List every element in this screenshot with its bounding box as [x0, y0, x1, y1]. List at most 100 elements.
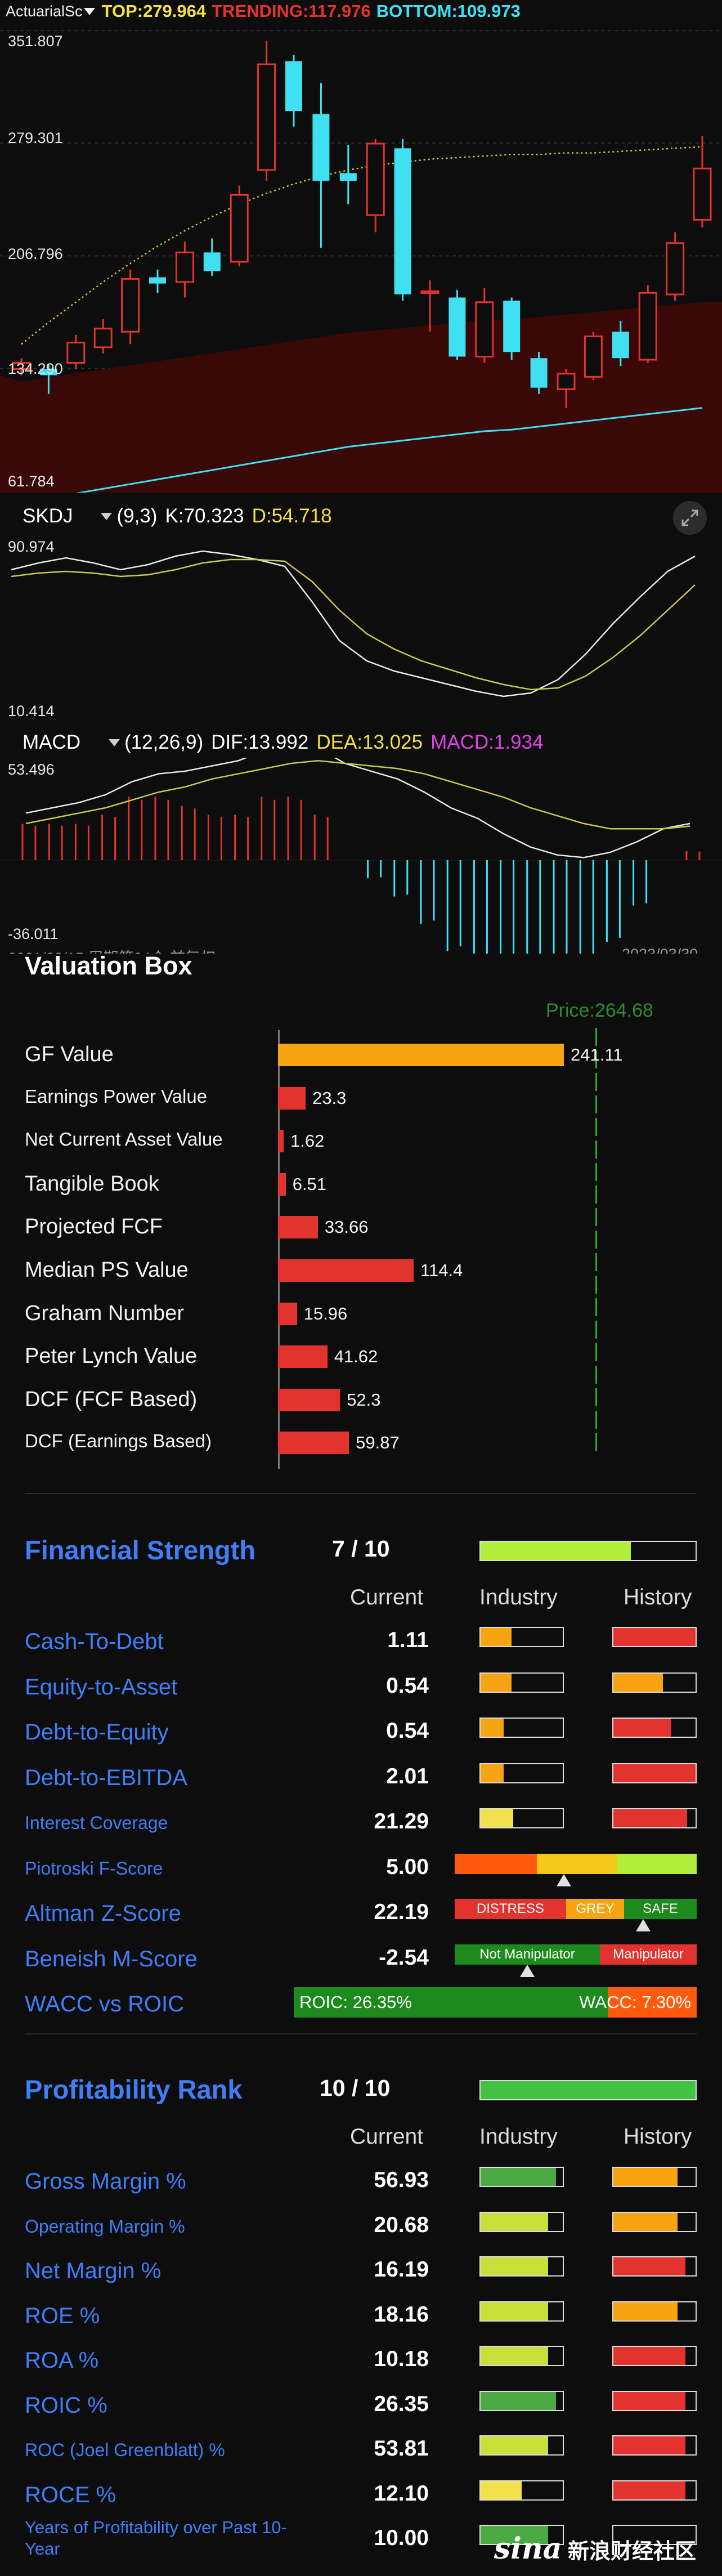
- valuation-box-title: Valuation Box: [25, 951, 192, 980]
- metric-name[interactable]: Piotroski F-Score: [25, 1858, 163, 1879]
- skdj-chart-canvas[interactable]: [0, 533, 722, 724]
- macd-date-right: 2023/03/30: [622, 946, 698, 954]
- industry-bar-fill: [481, 2391, 557, 2410]
- metric-name[interactable]: Operating Margin %: [25, 2216, 185, 2237]
- metric-name[interactable]: Beneish M-Score: [25, 1946, 198, 1971]
- candle-down: [612, 332, 629, 359]
- macd-value: MACD:1.934: [430, 731, 544, 753]
- valuation-value: 6.51: [292, 1174, 327, 1194]
- valuation-bar: [278, 1130, 284, 1153]
- metric-name[interactable]: ROE %: [25, 2303, 100, 2328]
- trending-label: TRENDING:117.976: [212, 1, 371, 21]
- macd-dif-line: [25, 758, 690, 858]
- metric-name[interactable]: Interest Coverage: [25, 1813, 168, 1833]
- skdj-chart[interactable]: 90.974 10.414: [0, 533, 722, 724]
- valuation-value: 241.11: [571, 1045, 623, 1065]
- metric-row[interactable]: Debt-to-Equity 0.54: [0, 1710, 722, 1755]
- metric-name[interactable]: ROCE %: [25, 2482, 116, 2507]
- metric-name[interactable]: ROIC %: [25, 2392, 107, 2418]
- profitability-rank-title[interactable]: Profitability Rank: [25, 2074, 243, 2104]
- candle-up: [121, 278, 140, 333]
- expand-chart-button[interactable]: [673, 501, 707, 535]
- financial-strength-title[interactable]: Financial Strength: [25, 1535, 255, 1565]
- metric-row[interactable]: ROA % 10.18: [0, 2338, 722, 2383]
- metric-name[interactable]: Cash-To-Debt: [25, 1629, 164, 1654]
- industry-bar-fill: [481, 2257, 548, 2275]
- history-bar-fill: [613, 1809, 688, 1827]
- metric-row[interactable]: Debt-to-EBITDA 2.01: [0, 1755, 722, 1800]
- metric-row[interactable]: Net Margin % 16.19: [0, 2248, 722, 2293]
- metric-row[interactable]: Gross Margin % 56.93: [0, 2159, 722, 2204]
- candle-up: [66, 342, 86, 364]
- valuation-bar: [278, 1173, 286, 1196]
- industry-bar: [479, 1627, 564, 1647]
- candle-down: [285, 61, 302, 111]
- metric-row[interactable]: Piotroski F-Score 5.00: [0, 1846, 722, 1891]
- macd-chart-canvas[interactable]: [0, 758, 722, 954]
- metric-row[interactable]: WACC vs ROIC ROIC: 26.35% WACC: 7.30%: [0, 1982, 722, 2027]
- history-bar: [612, 2435, 697, 2456]
- skdj-params-dropdown-icon[interactable]: [101, 512, 113, 520]
- metric-name[interactable]: ROA %: [25, 2348, 99, 2373]
- skdj-d: D:54.718: [252, 505, 332, 527]
- financial-strength-score-fill: [481, 1542, 631, 1560]
- metric-name[interactable]: Gross Margin %: [25, 2169, 186, 2194]
- watermark: sina 新浪财经社区: [494, 2532, 696, 2566]
- metric-row[interactable]: Cash-To-Debt 1.11: [0, 1619, 722, 1664]
- industry-bar-fill: [481, 2347, 548, 2365]
- valuation-value: 1.62: [290, 1131, 325, 1151]
- history-bar-fill: [613, 2302, 678, 2320]
- industry-bar: [479, 2525, 564, 2545]
- price-chart[interactable]: 351.807 279.301 206.796 134.290 61.784: [0, 23, 722, 493]
- metric-current-value: 22.19: [374, 1900, 429, 1924]
- pr-col-history: History: [624, 2125, 692, 2149]
- metric-name[interactable]: ROC (Joel Greenblatt) %: [25, 2440, 225, 2460]
- metric-name[interactable]: Net Margin %: [25, 2259, 162, 2283]
- metric-row[interactable]: Operating Margin % 20.68: [0, 2204, 722, 2249]
- history-bar: [612, 2525, 697, 2545]
- history-bar: [612, 2256, 697, 2277]
- skdj-name[interactable]: SKDJ: [23, 505, 73, 527]
- bottom-line: [75, 407, 703, 493]
- metric-name[interactable]: Debt-to-EBITDA: [25, 1765, 187, 1790]
- metric-name[interactable]: Equity-to-Asset: [25, 1674, 178, 1700]
- metric-row[interactable]: Beneish M-Score -2.54 Not Manipulator Manip…: [0, 1937, 722, 1982]
- metric-name[interactable]: Years of Profitability over Past 10-Year: [25, 2517, 287, 2559]
- valuation-bar: [278, 1216, 318, 1239]
- metric-name[interactable]: Altman Z-Score: [25, 1901, 181, 1926]
- valuation-bar: [278, 1388, 340, 1411]
- macd-name[interactable]: MACD: [23, 731, 81, 753]
- valuation-bar: [278, 1302, 297, 1325]
- metric-row[interactable]: ROC (Joel Greenblatt) % 53.81: [0, 2427, 722, 2472]
- price-chart-canvas[interactable]: [0, 23, 722, 493]
- instrument-dropdown-icon[interactable]: [83, 7, 95, 15]
- metric-name[interactable]: WACC vs ROIC: [25, 1992, 184, 2016]
- valuation-bar: [278, 1044, 564, 1066]
- altman-segment: GREY: [566, 1899, 624, 1919]
- metric-current-value: 53.81: [374, 2436, 429, 2461]
- metric-row[interactable]: ROCE % 12.10: [0, 2472, 722, 2517]
- history-bar: [612, 1672, 697, 1693]
- instrument-name[interactable]: ActuarialSc: [6, 2, 83, 20]
- metric-row[interactable]: Interest Coverage 21.29: [0, 1800, 722, 1845]
- valuation-label: DCF (Earnings Based): [25, 1430, 212, 1452]
- history-bar: [612, 1808, 697, 1828]
- metric-row[interactable]: ROE % 18.16: [0, 2293, 722, 2338]
- metric-row[interactable]: Altman Z-Score 22.19 DISTRESS GREY SAFE: [0, 1891, 722, 1936]
- metric-row[interactable]: Equity-to-Asset 0.54: [0, 1665, 722, 1710]
- history-bar-fill: [613, 2436, 686, 2454]
- metric-row[interactable]: Years of Profitability over Past 10-Year…: [0, 2517, 722, 2562]
- metric-row[interactable]: ROIC % 26.35: [0, 2383, 722, 2428]
- macd-params-dropdown-icon[interactable]: [109, 739, 120, 746]
- skdj-params[interactable]: (9,3): [116, 505, 158, 527]
- macd-chart[interactable]: 53.496 -36.011 2021/03/15 周期第94个 前复权 202…: [0, 758, 722, 954]
- roic-segment: ROIC: 26.35%: [294, 1987, 608, 2018]
- metric-name[interactable]: Debt-to-Equity: [25, 1720, 169, 1745]
- financial-strength-score-bar: [479, 1541, 697, 1561]
- macd-params[interactable]: (12,26,9): [124, 731, 204, 753]
- industry-bar-fill: [481, 2436, 548, 2454]
- altman-scale: DISTRESS GREY SAFE: [455, 1899, 697, 1919]
- history-bar-fill: [613, 2481, 686, 2499]
- bottom-zone-band: [0, 302, 722, 493]
- beneish-segment: Not Manipulator: [455, 1944, 600, 1965]
